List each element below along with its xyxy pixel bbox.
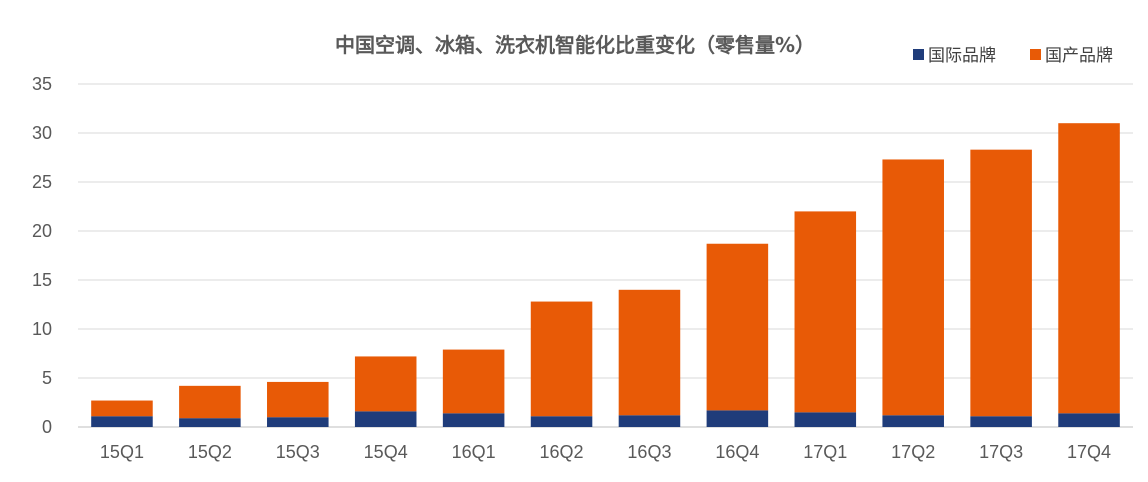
- bar-international-17Q3: [970, 416, 1032, 427]
- bar-domestic-15Q2: [179, 385, 241, 419]
- bar-international-15Q4: [354, 411, 417, 427]
- legend-swatch-domestic: [1030, 49, 1041, 60]
- bar-international-17Q2: [882, 415, 944, 427]
- bar-domestic-16Q1: [442, 349, 505, 414]
- bar-domestic-16Q4: [706, 243, 769, 411]
- y-tick-label: 20: [32, 221, 52, 241]
- legend-label-domestic: 国产品牌: [1045, 46, 1113, 66]
- legend: 国际品牌 国产品牌: [913, 46, 1113, 66]
- gridlines: [78, 83, 1133, 428]
- x-tick-label: 15Q2: [188, 442, 232, 462]
- y-tick-label: 35: [32, 74, 52, 94]
- bar-domestic-17Q2: [882, 159, 944, 416]
- bar-domestic-16Q2: [530, 301, 593, 417]
- bar-domestic-15Q3: [267, 381, 329, 418]
- x-tick-label: 17Q3: [979, 442, 1023, 462]
- x-tick-label: 16Q4: [715, 442, 759, 462]
- bar-domestic-16Q3: [618, 289, 681, 416]
- bar-international-16Q3: [618, 415, 681, 427]
- bar-international-15Q1: [91, 416, 153, 427]
- y-tick-label: 5: [42, 368, 52, 388]
- legend-label-international: 国际品牌: [928, 46, 996, 66]
- bar-international-16Q2: [530, 416, 593, 427]
- bars: [91, 123, 1120, 427]
- x-axis-ticks: 15Q1 15Q2 15Q3 15Q4 16Q1 16Q2 16Q3 16Q4 17Q1 17Q2…: [100, 442, 1111, 462]
- y-tick-label: 15: [32, 270, 52, 290]
- bar-domestic-17Q1: [794, 211, 857, 413]
- bar-domestic-17Q3: [970, 149, 1032, 417]
- x-tick-label: 17Q1: [803, 442, 847, 462]
- y-tick-label: 0: [42, 417, 52, 437]
- bar-domestic-17Q4: [1058, 123, 1120, 414]
- x-tick-label: 16Q1: [452, 442, 496, 462]
- x-tick-label: 15Q4: [364, 442, 408, 462]
- y-axis-ticks: 0 5 10 15 20 25 30 35: [32, 74, 52, 437]
- y-tick-label: 30: [32, 123, 52, 143]
- bar-international-15Q3: [267, 417, 329, 427]
- y-tick-label: 25: [32, 172, 52, 192]
- x-tick-label: 17Q4: [1067, 442, 1111, 462]
- bar-domestic-15Q4: [354, 356, 417, 412]
- bar-international-17Q4: [1058, 413, 1120, 427]
- bar-international-15Q2: [179, 418, 241, 427]
- chart-title: 中国空调、冰箱、洗衣机智能化比重变化（零售量%）: [335, 33, 815, 57]
- bar-domestic-15Q1: [91, 400, 153, 417]
- x-tick-label: 16Q3: [627, 442, 671, 462]
- x-tick-label: 15Q1: [100, 442, 144, 462]
- y-tick-label: 10: [32, 319, 52, 339]
- x-tick-label: 16Q2: [540, 442, 584, 462]
- legend-swatch-international: [913, 49, 924, 60]
- bar-international-16Q4: [706, 410, 769, 427]
- x-tick-label: 15Q3: [276, 442, 320, 462]
- x-tick-label: 17Q2: [891, 442, 935, 462]
- bar-international-16Q1: [442, 413, 505, 427]
- bar-international-17Q1: [794, 412, 857, 427]
